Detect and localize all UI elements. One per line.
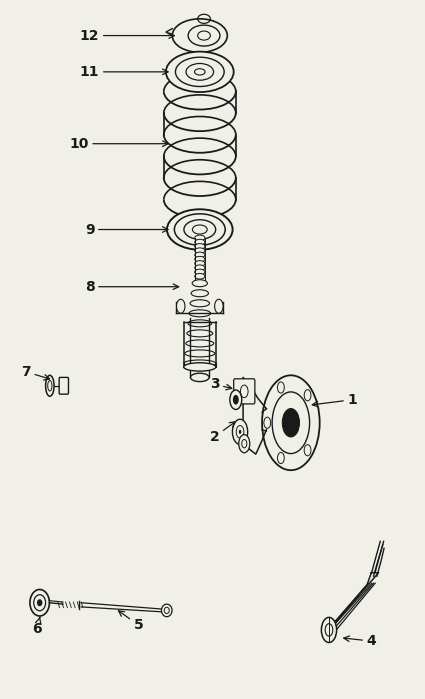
Ellipse shape: [184, 363, 216, 371]
Circle shape: [239, 435, 250, 453]
Ellipse shape: [195, 257, 205, 262]
Text: 7: 7: [21, 365, 50, 380]
Text: 6: 6: [32, 617, 42, 635]
Ellipse shape: [187, 330, 212, 337]
Text: 2: 2: [210, 421, 235, 444]
Text: 10: 10: [69, 137, 168, 151]
Ellipse shape: [189, 310, 211, 317]
Circle shape: [232, 419, 248, 445]
Circle shape: [278, 382, 284, 393]
Text: 11: 11: [80, 65, 168, 79]
FancyBboxPatch shape: [59, 377, 68, 394]
Ellipse shape: [37, 599, 42, 606]
Ellipse shape: [190, 373, 209, 382]
Circle shape: [304, 389, 311, 401]
Circle shape: [278, 452, 284, 463]
Ellipse shape: [195, 269, 205, 275]
Ellipse shape: [191, 290, 209, 297]
Text: 12: 12: [80, 29, 174, 43]
Ellipse shape: [195, 261, 205, 266]
Ellipse shape: [30, 589, 49, 616]
Text: 5: 5: [119, 611, 143, 632]
Ellipse shape: [188, 320, 212, 327]
Ellipse shape: [167, 209, 232, 250]
Text: 8: 8: [85, 280, 178, 294]
FancyBboxPatch shape: [234, 379, 255, 404]
Circle shape: [304, 445, 311, 456]
Ellipse shape: [166, 52, 234, 92]
Circle shape: [233, 395, 239, 405]
Circle shape: [282, 408, 300, 437]
Polygon shape: [325, 572, 379, 633]
Ellipse shape: [195, 252, 205, 258]
Circle shape: [321, 617, 337, 642]
Ellipse shape: [192, 280, 207, 287]
Text: 3: 3: [210, 377, 232, 391]
Ellipse shape: [195, 244, 205, 250]
Ellipse shape: [45, 375, 54, 396]
Ellipse shape: [185, 350, 215, 357]
Circle shape: [230, 390, 242, 410]
Ellipse shape: [184, 360, 216, 367]
Ellipse shape: [186, 340, 214, 347]
Ellipse shape: [190, 300, 210, 307]
Circle shape: [176, 299, 185, 313]
Ellipse shape: [195, 239, 205, 245]
Ellipse shape: [195, 248, 205, 254]
Circle shape: [262, 375, 320, 470]
Circle shape: [239, 430, 241, 434]
Text: 1: 1: [312, 393, 357, 407]
Circle shape: [264, 417, 271, 428]
Ellipse shape: [195, 235, 205, 240]
Ellipse shape: [195, 265, 205, 271]
Ellipse shape: [195, 273, 205, 279]
Text: 9: 9: [85, 222, 168, 236]
Ellipse shape: [162, 604, 172, 617]
Text: 4: 4: [344, 634, 376, 648]
Circle shape: [215, 299, 223, 313]
